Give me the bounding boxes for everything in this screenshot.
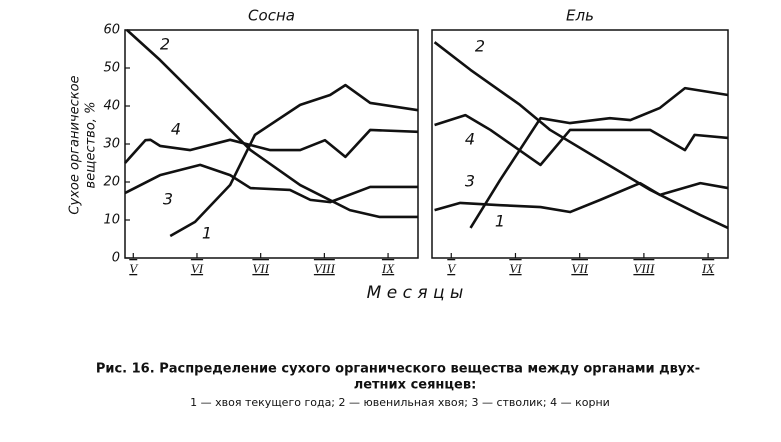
y-tick-label: 10 <box>103 213 120 228</box>
series-line <box>126 29 418 219</box>
series-line <box>124 128 419 164</box>
x-tick-label: IX <box>701 261 715 276</box>
x-tick-label: VII <box>252 261 269 276</box>
x-tick-label: V <box>129 261 139 276</box>
plot-frame <box>124 29 419 259</box>
caption-legend: 1 — хвоя текущего года; 2 — ювенильная х… <box>190 396 610 409</box>
x-tick-label: VIII <box>633 261 655 276</box>
series-label: 3 <box>163 190 173 209</box>
x-tick-label: VII <box>571 261 588 276</box>
y-tick-label: 40 <box>103 99 120 114</box>
x-tick-label: V <box>447 261 457 276</box>
series-label: 1 <box>495 212 505 231</box>
y-tick-label: 60 <box>103 23 120 38</box>
series-label: 2 <box>160 35 170 54</box>
series-label: 2 <box>475 37 485 56</box>
series-line <box>433 41 729 230</box>
series-line <box>169 83 419 238</box>
series-line <box>434 181 729 214</box>
y-axis-label: вещество, % <box>84 102 99 189</box>
series-line <box>469 86 729 229</box>
y-axis-label: Сухое органическое <box>68 75 83 214</box>
x-tick-label: VIII <box>314 261 336 276</box>
series-label: 1 <box>202 224 212 243</box>
x-axis-label: М е с я ц ы <box>367 283 464 303</box>
y-tick-label: 30 <box>103 137 120 152</box>
panel-title: Ель <box>566 7 594 25</box>
panel-title: Сосна <box>248 7 295 25</box>
series-label: 4 <box>465 130 475 149</box>
caption-title: Рис. 16. Распределение сухого органическ… <box>96 362 700 377</box>
y-tick-label: 0 <box>112 251 120 266</box>
x-tick-label: VI <box>509 261 522 276</box>
plot-frame <box>431 29 729 259</box>
x-tick-label: IX <box>381 261 395 276</box>
series-label: 3 <box>465 172 475 191</box>
series-label: 4 <box>171 120 181 139</box>
series-line <box>124 163 418 204</box>
caption-title: летних сеянцев: <box>354 378 477 393</box>
y-tick-label: 50 <box>103 61 120 76</box>
series-line <box>434 113 729 167</box>
y-tick-label: 20 <box>103 175 120 190</box>
x-tick-label: VI <box>191 261 204 276</box>
